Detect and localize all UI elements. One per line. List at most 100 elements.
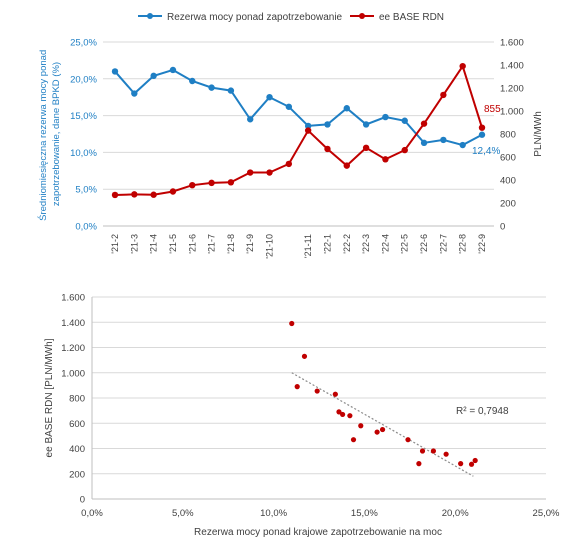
trendline-line <box>291 372 474 477</box>
point-price <box>382 156 389 163</box>
y-tick-label: 600 <box>69 419 85 430</box>
scatter-point <box>468 461 475 467</box>
point-price <box>111 191 119 199</box>
point-reserve <box>227 87 235 94</box>
y-tick-label: 1.600 <box>61 293 85 304</box>
point-reserve <box>208 84 215 91</box>
scatter-point <box>379 426 386 433</box>
y-axis-left-title: Średniomiesięczna rezerwa mocy ponad zap… <box>37 47 62 221</box>
x-tick-label: 20,0% <box>442 508 469 519</box>
scatter-point <box>416 461 422 467</box>
scatter-point <box>336 409 342 415</box>
line-chart: Rezerwa mocy ponad zapotrzebowanie ee BA… <box>37 12 544 259</box>
point-price <box>362 144 370 151</box>
point-reserve <box>169 66 177 74</box>
series-line-reserve <box>114 68 483 147</box>
point-price <box>401 146 408 154</box>
point-reserve <box>362 121 370 128</box>
x-tick-label: '22-1 <box>322 234 332 254</box>
y-tick-label: 1.400 <box>61 318 85 329</box>
point-reserve <box>304 122 312 130</box>
point-reserve <box>266 94 273 101</box>
y-axis-right-ticks: 0 200 400 600 800 1.000 1.200 1.400 1.600 <box>500 38 524 233</box>
chart-legend: Rezerwa mocy ponad zapotrzebowanie ee BA… <box>138 12 444 23</box>
x-tick-label: '22-8 <box>458 234 468 254</box>
x-tick-label: '21-2 <box>110 234 120 254</box>
point-reserve <box>420 139 428 147</box>
y-tick-right-label: 800 <box>500 130 516 141</box>
x-tick-label: '21-6 <box>187 234 197 254</box>
y-tick-label: 0 <box>80 495 85 506</box>
y-tick-right-label: 1.200 <box>500 84 524 95</box>
gridlines <box>103 41 494 227</box>
scatter-point <box>358 423 364 429</box>
x-tick-label: '22-9 <box>477 234 487 254</box>
x-tick-label: '22-4 <box>380 234 390 254</box>
scatter-point <box>347 413 353 419</box>
point-reserve <box>343 105 350 112</box>
scatter-point <box>472 457 478 464</box>
line-series <box>111 62 486 199</box>
point-price <box>478 124 486 131</box>
x-tick-label: '21-3 <box>129 234 139 254</box>
point-price <box>459 62 466 70</box>
gridlines <box>91 296 546 500</box>
point-reserve <box>382 113 389 121</box>
point-reserve <box>324 121 331 128</box>
scatter-point <box>289 320 295 327</box>
y-tick-right-label: 1.400 <box>500 61 524 72</box>
x-tick-label: '21-4 <box>149 234 159 254</box>
point-price <box>189 181 196 189</box>
y-tick-left-label: 20,0% <box>70 74 97 85</box>
y-tick-left-label: 15,0% <box>70 111 97 122</box>
legend-marker-reserve <box>147 13 153 19</box>
point-reserve <box>111 68 119 75</box>
y-tick-left-label: 10,0% <box>70 148 97 159</box>
point-price <box>131 191 138 198</box>
x-tick-label: '21-7 <box>207 234 217 254</box>
x-tick-label: '22-5 <box>400 234 410 254</box>
scatter-point <box>340 411 346 418</box>
point-price <box>343 162 350 169</box>
point-reserve <box>459 141 466 149</box>
scatter-points <box>289 320 478 467</box>
x-axis-title: Rezerwa mocy ponad krajowe zapotrzebowan… <box>194 527 442 538</box>
scatter-point <box>405 437 411 443</box>
y-axis-ticks: 0 200 400 600 800 1.000 1.200 1.400 1.600 <box>61 293 85 506</box>
y-tick-right-label: 0 <box>500 222 505 233</box>
scatter-chart: 0 200 400 600 800 1.000 1.200 1.400 1.600 0,0% 5,… <box>44 293 560 539</box>
x-tick-label: 5,0% <box>172 508 194 519</box>
x-tick-label: '22-3 <box>361 234 371 254</box>
x-tick-label: '22-2 <box>342 234 352 254</box>
point-reserve <box>478 131 486 138</box>
x-tick-label: 25,0% <box>533 508 560 519</box>
scatter-point <box>430 448 437 454</box>
scatter-point <box>294 384 300 390</box>
y-axis-right-title: PLN/MWh <box>533 111 544 157</box>
y-tick-right-label: 1.000 <box>500 107 524 118</box>
scatter-point <box>332 391 338 397</box>
x-tick-label: '22-7 <box>438 234 448 254</box>
y-tick-label: 200 <box>69 469 85 480</box>
y-axis-left-ticks: 0,0% 5,0% 10,0% 15,0% 20,0% 25,0% <box>70 38 97 233</box>
point-reserve <box>285 103 293 110</box>
scatter-point <box>314 388 320 394</box>
data-label-price-last: 855 <box>484 104 501 115</box>
point-price <box>150 191 157 198</box>
point-reserve <box>247 116 254 123</box>
x-tick-label: '21-9 <box>245 234 255 254</box>
legend-label-price: ee BASE RDN <box>379 12 444 23</box>
x-tick-label: '21-11 <box>303 234 313 258</box>
y-tick-right-label: 400 <box>500 176 516 187</box>
point-price <box>420 120 428 127</box>
point-reserve <box>150 72 157 80</box>
x-axis-ticks: 0,0% 5,0% 10,0% 15,0% 20,0% 25,0% <box>81 508 560 519</box>
scatter-point <box>443 451 449 457</box>
point-price <box>324 145 331 153</box>
x-tick-label: '21-8 <box>226 234 236 254</box>
data-label-reserve-last: 12,4% <box>472 146 500 157</box>
point-price <box>285 160 293 168</box>
point-price <box>227 179 235 186</box>
